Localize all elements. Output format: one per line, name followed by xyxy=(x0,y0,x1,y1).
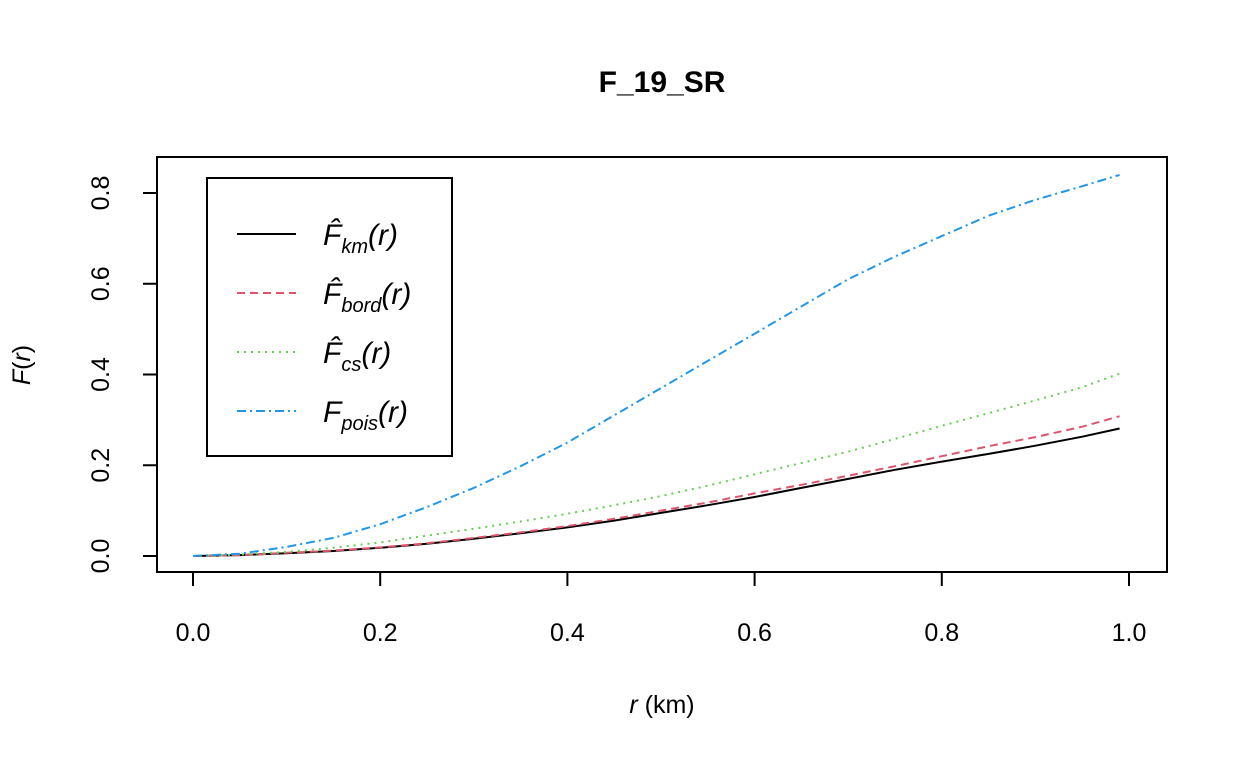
chart-title: F_19_SR xyxy=(599,66,726,99)
y-axis-label: F(r) xyxy=(8,345,36,385)
y-tick-label: 0.4 xyxy=(87,357,115,392)
x-axis-label: r (km) xyxy=(629,691,694,719)
series-layer xyxy=(192,173,1120,557)
x-tick-label: 0.4 xyxy=(550,619,585,647)
legend: F̂km(r) F̂bord(r) F̂cs(r) Fpois(r) xyxy=(206,177,453,457)
y-tick-label: 0.2 xyxy=(87,448,115,483)
x-tick-label: 0.6 xyxy=(737,619,772,647)
legend-label: F̂cs(r) xyxy=(323,337,391,376)
series-line-pois xyxy=(192,173,1120,557)
x-tick-label: 0.8 xyxy=(924,619,959,647)
series-line-bord xyxy=(192,415,1120,557)
y-tick-label: 0.0 xyxy=(87,539,115,574)
legend-label: F̂km(r) xyxy=(323,219,398,258)
x-tick-label: 0.2 xyxy=(363,619,398,647)
legend-label: F̂bord(r) xyxy=(323,278,411,317)
y-axis: 0.0 0.2 0.4 0.6 0.8 xyxy=(87,176,158,574)
x-tick-label: 1.0 xyxy=(1112,619,1147,647)
legend-box xyxy=(206,177,453,457)
x-tick-label: 0.0 xyxy=(176,619,211,647)
y-tick-label: 0.8 xyxy=(87,176,115,211)
y-tick-label: 0.6 xyxy=(87,266,115,301)
x-axis: 0.0 0.2 0.4 0.6 0.8 1.0 xyxy=(176,571,1147,647)
legend-label: Fpois(r) xyxy=(323,396,408,435)
